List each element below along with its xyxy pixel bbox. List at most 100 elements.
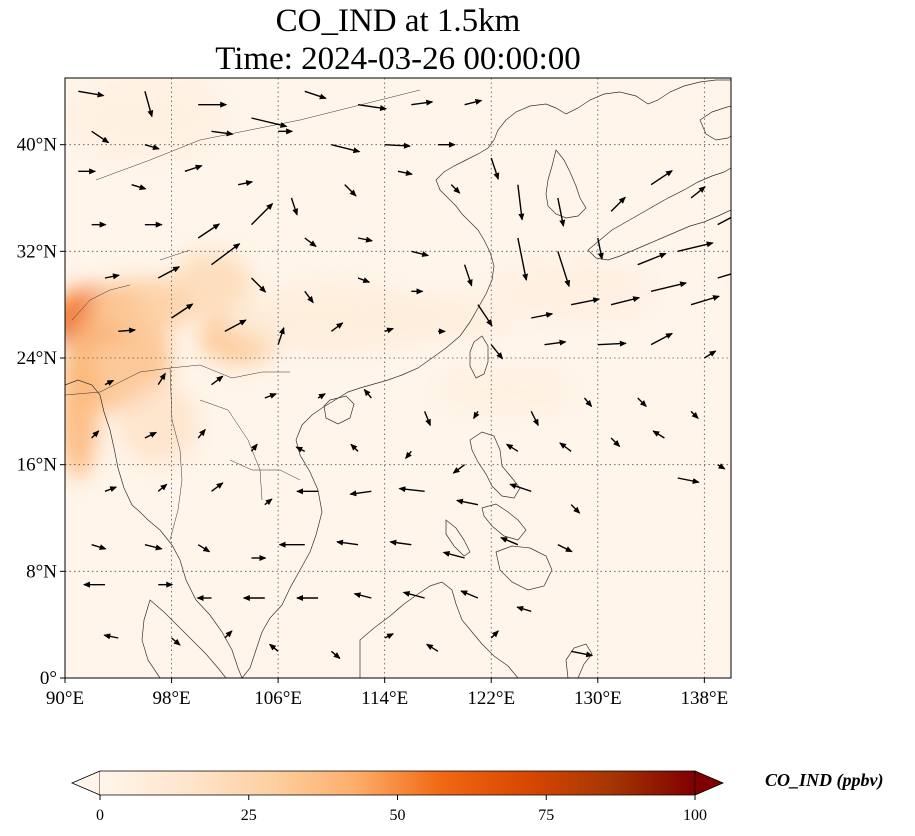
wind-arrow xyxy=(398,486,425,493)
wind-arrow xyxy=(570,504,581,514)
wind-arrow xyxy=(304,90,327,100)
coastline-taiwan xyxy=(469,335,489,379)
wind-arrow xyxy=(131,183,147,191)
wind-arrow xyxy=(250,277,267,293)
co-plume-12 xyxy=(437,371,572,412)
wind-arrow xyxy=(357,103,388,111)
wind-arrow xyxy=(703,350,717,359)
wind-arrow xyxy=(184,164,203,172)
wind-arrow xyxy=(717,463,726,470)
colorbar-tick-label: 100 xyxy=(683,807,707,824)
wind-arrow xyxy=(571,650,594,658)
wind-arrow xyxy=(460,590,479,599)
wind-arrow xyxy=(677,477,700,484)
border-lines xyxy=(65,89,421,541)
map-time-subtitle: Time: 2024-03-26 00:00:00 xyxy=(215,41,581,77)
wind-arrow xyxy=(452,464,466,474)
colorbar-ticks: 0 25 50 75 100 xyxy=(96,795,707,824)
colorbar-gradient xyxy=(100,771,695,795)
lon-tick-label: 90°E xyxy=(46,688,84,709)
wind-arrow xyxy=(677,241,714,253)
wind-arrow xyxy=(650,332,673,346)
lat-tick-label: 32°N xyxy=(17,241,58,262)
wind-arrow xyxy=(411,250,430,257)
wind-arrow xyxy=(250,443,258,452)
latitude-axis: 0° 8°N 16°N 24°N 32°N 40°N xyxy=(17,135,65,689)
wind-arrow xyxy=(144,431,158,439)
longitude-axis: 90°E 98°E 106°E 114°E 122°E 130°E 138°E xyxy=(46,678,728,709)
wind-arrow xyxy=(91,430,100,439)
wind-arrow xyxy=(610,296,641,306)
lon-tick-label: 130°E xyxy=(574,688,622,709)
wind-arrow xyxy=(144,543,163,551)
wind-arrow xyxy=(264,393,277,399)
wind-arrow xyxy=(490,157,500,180)
wind-arrow xyxy=(650,170,673,186)
map-background xyxy=(65,78,731,678)
wind-arrow xyxy=(637,397,647,408)
wind-arrow xyxy=(238,180,254,186)
wind-arrow xyxy=(290,197,298,216)
wind-arrow xyxy=(717,216,731,226)
wind-arrow xyxy=(197,223,221,239)
wind-arrow xyxy=(104,486,118,493)
coastline-sulawesi xyxy=(565,643,593,678)
wind-arrow xyxy=(463,264,473,287)
wind-arrow xyxy=(104,379,115,386)
wind-arrow xyxy=(517,237,529,281)
co-plume-6 xyxy=(171,251,252,318)
wind-arrow xyxy=(118,327,137,334)
wind-arrow xyxy=(330,322,344,332)
wind-arrow xyxy=(455,498,479,506)
lon-tick-label: 122°E xyxy=(467,688,515,709)
map-plot-area xyxy=(64,77,732,679)
wind-arrow xyxy=(330,650,341,659)
coastline-mainland xyxy=(65,379,243,678)
wind-arrow xyxy=(295,446,306,453)
wind-arrow xyxy=(211,375,224,386)
wind-arrow xyxy=(331,143,361,154)
lat-tick-label: 8°N xyxy=(26,561,57,582)
colorbar-label: CO_IND (ppbv) xyxy=(765,770,884,791)
wind-vectors xyxy=(78,90,731,659)
wind-arrow xyxy=(473,410,480,420)
coastline-borneo xyxy=(359,581,519,678)
wind-arrow xyxy=(597,340,627,347)
wind-arrow xyxy=(464,99,483,106)
coastline-mindanao xyxy=(495,545,553,591)
wind-arrow xyxy=(690,186,706,199)
wind-arrow xyxy=(78,90,105,98)
wind-arrow xyxy=(197,428,206,439)
coastline-korea xyxy=(545,149,587,219)
wind-arrow xyxy=(277,326,285,345)
wind-arrow xyxy=(423,411,431,427)
lon-tick-label: 98°E xyxy=(152,688,190,709)
lon-tick-label: 106°E xyxy=(254,688,302,709)
wind-arrow xyxy=(610,196,626,212)
wind-arrow xyxy=(384,633,394,640)
wind-arrow xyxy=(211,482,224,492)
wind-arrow xyxy=(637,252,667,266)
lat-tick-label: 24°N xyxy=(17,348,58,369)
lat-tick-label: 0° xyxy=(40,668,57,689)
wind-arrow xyxy=(500,537,519,546)
map-title: CO_IND at 1.5km xyxy=(275,3,521,39)
wind-arrow xyxy=(317,393,326,400)
map-frame xyxy=(64,77,732,679)
co-plume-10 xyxy=(491,264,652,319)
wind-arrow xyxy=(442,551,465,559)
wind-arrow xyxy=(264,498,273,506)
wind-arrow xyxy=(268,643,279,652)
lat-tick-label: 40°N xyxy=(17,135,58,156)
wind-arrow xyxy=(171,303,194,319)
coastline-hokkaido xyxy=(699,105,731,141)
wind-arrow xyxy=(690,295,720,306)
wind-arrow xyxy=(397,170,413,176)
wind-arrow xyxy=(477,304,493,327)
wind-arrow xyxy=(690,410,699,420)
wind-arrow xyxy=(490,630,499,639)
wind-arrow xyxy=(384,142,411,149)
wind-arrow xyxy=(405,450,412,460)
wind-arrow xyxy=(157,266,181,279)
